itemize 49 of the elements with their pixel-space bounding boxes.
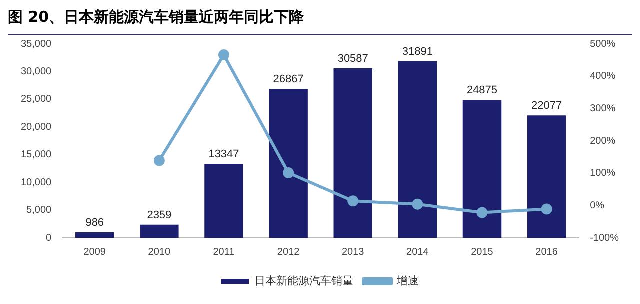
bar	[398, 61, 438, 238]
data-label: 31891	[402, 46, 433, 58]
legend-label: 日本新能源汽车销量	[254, 274, 354, 288]
y-tick-label: 15,000	[20, 150, 52, 161]
point	[348, 196, 359, 207]
data-label: 22077	[532, 100, 562, 112]
x-tick-label: 2013	[342, 246, 365, 258]
point	[154, 155, 165, 166]
legend-label: 增速	[396, 274, 419, 288]
x-tick-label: 2010	[148, 246, 171, 258]
y-tick-label: 5,000	[26, 205, 52, 216]
y-tick-label: 25,000	[20, 94, 52, 106]
x-tick-label: 2016	[536, 246, 558, 258]
bar	[527, 116, 566, 238]
y2-tick-label: -100%	[590, 232, 620, 244]
bar	[76, 232, 114, 238]
bar	[269, 89, 308, 238]
point	[283, 168, 294, 179]
x-tick-label: 2011	[213, 246, 236, 258]
y2-tick-label: 500%	[590, 38, 616, 50]
data-label: 26867	[273, 74, 304, 86]
y2-tick-label: 100%	[590, 168, 616, 180]
point	[218, 49, 230, 60]
y-tick-label: 0	[46, 232, 52, 244]
bar	[204, 164, 244, 238]
chart-title: 图 20、日本新能源汽车销量近两年同比下降	[8, 8, 632, 35]
data-label: 30587	[338, 52, 368, 65]
y2-tick-label: 200%	[590, 136, 616, 147]
data-label: 13347	[208, 148, 240, 161]
x-tick-label: 2015	[471, 246, 494, 258]
point	[476, 207, 488, 218]
bar	[334, 68, 372, 238]
y-tick-label: 30,000	[20, 66, 52, 78]
y-tick-label: 35,000	[20, 38, 52, 50]
y2-tick-label: 300%	[590, 103, 616, 114]
bar	[140, 224, 179, 238]
data-label: 24875	[466, 84, 498, 97]
y-tick-label: 20,000	[20, 122, 52, 133]
data-label: 2359	[147, 209, 172, 222]
x-tick-label: 2014	[406, 246, 430, 258]
x-tick-label: 2009	[84, 246, 106, 258]
y2-tick-label: 0%	[590, 200, 605, 212]
y2-tick-label: 400%	[590, 71, 616, 82]
y-tick-label: 10,000	[20, 177, 52, 188]
data-label: 986	[86, 217, 104, 230]
x-tick-label: 2012	[277, 246, 300, 258]
bar	[462, 100, 502, 238]
point	[541, 204, 552, 215]
point	[412, 198, 424, 210]
